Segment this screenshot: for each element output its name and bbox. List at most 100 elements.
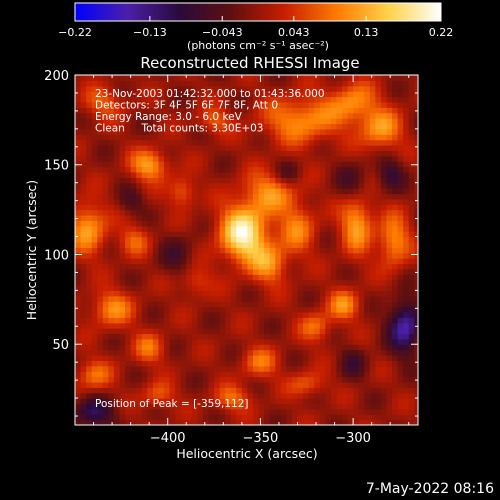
heatmap-cell: [175, 128, 182, 135]
heatmap-cell: [219, 209, 226, 216]
heatmap-cell: [191, 285, 198, 291]
heatmap-cell: [197, 414, 204, 421]
heatmap-cell: [264, 311, 271, 318]
heatmap-cell: [163, 107, 171, 114]
heatmap-cell: [303, 263, 310, 270]
heatmap-cell: [152, 204, 160, 211]
heatmap-cell: [130, 96, 137, 103]
heatmap-cell: [269, 371, 276, 378]
heatmap-cell: [91, 328, 98, 335]
heatmap-cell: [252, 150, 260, 157]
heatmap-cell: [308, 145, 315, 151]
heatmap-cell: [75, 166, 82, 173]
heatmap-cell: [353, 80, 360, 87]
heatmap-cell: [175, 209, 182, 216]
heatmap-cell: [202, 295, 210, 302]
heatmap-cell: [264, 414, 271, 421]
heatmap-cell: [308, 171, 315, 178]
heatmap-cell: [336, 80, 343, 87]
heatmap-cell: [236, 290, 243, 297]
heatmap-cell: [347, 123, 354, 130]
heatmap-cell: [163, 204, 171, 211]
heatmap-cell: [191, 306, 198, 313]
heatmap-cell: [158, 338, 165, 345]
heatmap-cell: [380, 182, 388, 189]
heatmap-cell: [130, 193, 137, 200]
heatmap-cell: [308, 414, 315, 421]
heatmap-cell: [386, 241, 393, 248]
heatmap-cell: [163, 349, 171, 356]
heatmap-cell: [147, 128, 154, 135]
heatmap-cell: [236, 150, 243, 157]
heatmap-cell: [414, 171, 418, 178]
heatmap-cell: [236, 166, 243, 173]
heatmap-cell: [247, 128, 254, 135]
heatmap-cell: [191, 419, 198, 425]
heatmap-cell: [286, 371, 293, 378]
heatmap-cell: [369, 204, 376, 211]
heatmap-cell: [130, 204, 137, 211]
heatmap-cell: [147, 91, 154, 98]
heatmap-cell: [314, 225, 321, 232]
heatmap-cell: [208, 182, 215, 189]
heatmap-cell: [169, 398, 176, 405]
heatmap-cell: [147, 215, 154, 221]
heatmap-cell: [252, 381, 260, 388]
heatmap-cell: [214, 392, 221, 399]
heatmap-cell: [330, 182, 338, 189]
heatmap-cell: [230, 209, 237, 216]
heatmap-cell: [308, 285, 315, 291]
heatmap-cell: [158, 80, 165, 87]
heatmap-cell: [230, 220, 237, 227]
heatmap-cell: [158, 96, 165, 103]
heatmap-cell: [119, 317, 126, 324]
heatmap-cell: [180, 150, 187, 157]
heatmap-cell: [202, 387, 210, 394]
heatmap-cell: [286, 295, 293, 302]
heatmap-cell: [297, 166, 304, 173]
heatmap-cell: [275, 333, 282, 340]
heatmap-cell: [130, 231, 137, 238]
heatmap-cell: [97, 290, 104, 297]
heatmap-cell: [130, 247, 137, 254]
heatmap-cell: [286, 80, 293, 87]
heatmap-cell: [408, 387, 415, 394]
heatmap-cell: [197, 355, 204, 361]
heatmap-cell: [264, 209, 271, 216]
heatmap-cell: [158, 311, 165, 318]
heatmap-cell: [102, 408, 109, 415]
heatmap-cell: [214, 209, 221, 216]
heatmap-cell: [291, 161, 299, 168]
heatmap-cell: [202, 112, 210, 119]
heatmap-cell: [202, 155, 210, 162]
heatmap-cell: [152, 381, 160, 388]
heatmap-cell: [230, 101, 237, 108]
heatmap-cell: [219, 166, 226, 173]
heatmap-cell: [197, 231, 204, 238]
heatmap-cell: [97, 145, 104, 151]
heatmap-cell: [341, 220, 349, 227]
heatmap-cell: [180, 365, 187, 372]
heatmap-cell: [163, 285, 171, 291]
heatmap-cell: [197, 123, 204, 130]
heatmap-cell: [330, 311, 338, 318]
heatmap-cell: [358, 123, 365, 130]
heatmap-cell: [108, 215, 115, 221]
heatmap-cell: [258, 145, 265, 151]
heatmap-cell: [291, 236, 299, 243]
heatmap-cell: [214, 285, 221, 291]
heatmap-cell: [225, 311, 232, 318]
heatmap-cell: [341, 107, 349, 114]
heatmap-cell: [197, 75, 204, 81]
heatmap-cell: [230, 80, 237, 87]
heatmap-cell: [275, 209, 282, 216]
heatmap-cell: [219, 171, 226, 178]
heatmap-cell: [358, 139, 365, 146]
heatmap-cell: [214, 128, 221, 135]
heatmap-cell: [86, 204, 93, 211]
y-tick-label: 200: [44, 69, 69, 84]
heatmap-cell: [397, 376, 404, 383]
heatmap-cell: [163, 381, 171, 388]
heatmap-cell: [225, 236, 232, 243]
heatmap-cell: [386, 285, 393, 291]
